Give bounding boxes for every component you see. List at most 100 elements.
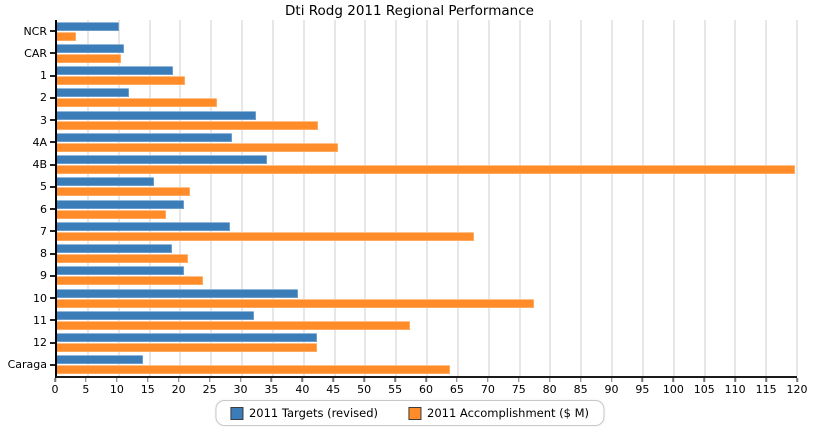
bar-accomplishment-caraga bbox=[57, 365, 451, 375]
bar-targets-10 bbox=[57, 288, 298, 298]
bar-group-11 bbox=[57, 309, 797, 331]
y-axis-label-3: 3 bbox=[40, 113, 47, 127]
y-axis-label-6: 6 bbox=[40, 202, 47, 216]
bar-group-4a bbox=[57, 131, 797, 153]
x-tick-50 bbox=[363, 378, 365, 382]
y-tick-12 bbox=[50, 341, 55, 344]
bar-targets-8 bbox=[57, 244, 173, 254]
y-axis-label-7: 7 bbox=[40, 224, 47, 238]
bar-group-1 bbox=[57, 65, 797, 87]
x-tick-5 bbox=[85, 378, 87, 382]
y-axis-label-10: 10 bbox=[33, 291, 47, 305]
x-tick-label-5: 5 bbox=[82, 383, 90, 396]
gridline-90 bbox=[611, 20, 613, 376]
bar-accomplishment-1 bbox=[57, 76, 186, 86]
bar-targets-7 bbox=[57, 221, 230, 231]
x-tick-label-95: 95 bbox=[635, 383, 650, 396]
gridline-25 bbox=[210, 20, 213, 376]
gridline-110 bbox=[734, 20, 737, 376]
gridline-55 bbox=[395, 20, 398, 376]
x-tick-label-115: 115 bbox=[755, 383, 777, 396]
bar-group-6 bbox=[57, 198, 797, 220]
x-tick-65 bbox=[456, 378, 458, 382]
bar-group-7 bbox=[57, 220, 797, 242]
y-tick-8 bbox=[50, 252, 55, 255]
x-tick-15 bbox=[147, 378, 149, 382]
bar-accomplishment-3 bbox=[57, 120, 318, 130]
y-tick-car bbox=[50, 52, 55, 55]
x-tick-85 bbox=[579, 378, 582, 382]
gridline-15 bbox=[148, 20, 151, 376]
y-axis-label-caraga: Caraga bbox=[7, 358, 47, 372]
gridline-40 bbox=[302, 20, 305, 376]
x-tick-label-85: 85 bbox=[573, 383, 588, 396]
gridline-30 bbox=[241, 20, 243, 376]
x-tick-label-60: 60 bbox=[419, 383, 433, 396]
y-axis-label-9: 9 bbox=[40, 269, 47, 283]
x-tick-60 bbox=[425, 378, 427, 382]
bar-accomplishment-8 bbox=[57, 254, 188, 264]
bar-targets-6 bbox=[57, 199, 185, 209]
x-tick-95 bbox=[641, 378, 644, 382]
x-tick-105 bbox=[703, 378, 705, 382]
bar-accomplishment-5 bbox=[57, 187, 190, 197]
gridline-20 bbox=[179, 20, 182, 376]
bar-group-caraga bbox=[57, 354, 797, 376]
legend: 2011 Targets (revised) 2011 Accomplishme… bbox=[214, 400, 605, 426]
gridline-45 bbox=[333, 20, 336, 376]
x-tick-40 bbox=[301, 378, 304, 382]
bar-accomplishment-2 bbox=[57, 98, 217, 108]
gridline-70 bbox=[487, 20, 490, 376]
bar-targets-11 bbox=[57, 310, 255, 320]
y-axis-label-4b: 4B bbox=[32, 158, 47, 172]
bar-targets-4a bbox=[57, 132, 233, 142]
x-tick-110 bbox=[734, 378, 736, 382]
gridline-50 bbox=[364, 20, 367, 376]
x-axis: 0 5 10 15 20 25 30 35 40 45 50 55 60 65 70 75 80 85 90 95 10… bbox=[52, 378, 808, 396]
bar-group-ncr bbox=[57, 20, 797, 42]
y-axis-label-8: 8 bbox=[40, 247, 47, 261]
bar-targets-car bbox=[57, 43, 124, 53]
bar-targets-1 bbox=[57, 66, 173, 76]
bar-accomplishment-12 bbox=[57, 343, 318, 353]
bar-accomplishment-4a bbox=[57, 142, 339, 152]
x-tick-label-105: 105 bbox=[693, 383, 715, 396]
gridline-120 bbox=[796, 20, 798, 376]
x-tick-35 bbox=[270, 378, 273, 382]
bar-accomplishment-7 bbox=[57, 231, 475, 241]
x-tick-115 bbox=[765, 378, 767, 382]
chart-title: Dti Rodg 2011 Regional Performance bbox=[285, 3, 534, 19]
x-tick-80 bbox=[548, 378, 551, 382]
bar-targets-9 bbox=[57, 266, 185, 276]
x-tick-70 bbox=[487, 378, 489, 382]
y-tick-4a bbox=[50, 141, 55, 144]
bar-group-2 bbox=[57, 87, 797, 109]
legend-label-targets: 2011 Targets (revised) bbox=[248, 406, 378, 420]
gridline-5 bbox=[86, 20, 89, 376]
bar-accomplishment-11 bbox=[57, 320, 411, 330]
bar-accomplishment-4b bbox=[57, 165, 796, 175]
y-tick-9 bbox=[50, 274, 55, 277]
y-axis-label-4a: 4A bbox=[32, 135, 47, 149]
x-tick-label-35: 35 bbox=[264, 383, 279, 396]
gridline-85 bbox=[580, 20, 583, 376]
gridline-10 bbox=[117, 20, 120, 376]
gridline-95 bbox=[641, 20, 644, 376]
x-tick-label-55: 55 bbox=[388, 383, 403, 396]
x-tick-label-65: 65 bbox=[449, 383, 464, 396]
bar-rows bbox=[57, 20, 797, 376]
y-axis-label-5: 5 bbox=[40, 180, 47, 194]
x-tick-label-10: 10 bbox=[109, 383, 124, 396]
gridline-105 bbox=[703, 20, 706, 376]
y-tick-11 bbox=[50, 319, 55, 322]
bar-targets-12 bbox=[57, 333, 318, 343]
y-axis-label-ncr: NCR bbox=[23, 24, 47, 38]
y-axis-label-2: 2 bbox=[40, 91, 47, 105]
x-tick-label-90: 90 bbox=[604, 383, 619, 396]
y-axis-label-11: 11 bbox=[33, 313, 47, 327]
x-tick-label-70: 70 bbox=[480, 383, 495, 396]
y-tick-10 bbox=[50, 297, 55, 300]
gridlines bbox=[57, 20, 798, 376]
y-tick-5 bbox=[50, 185, 55, 188]
